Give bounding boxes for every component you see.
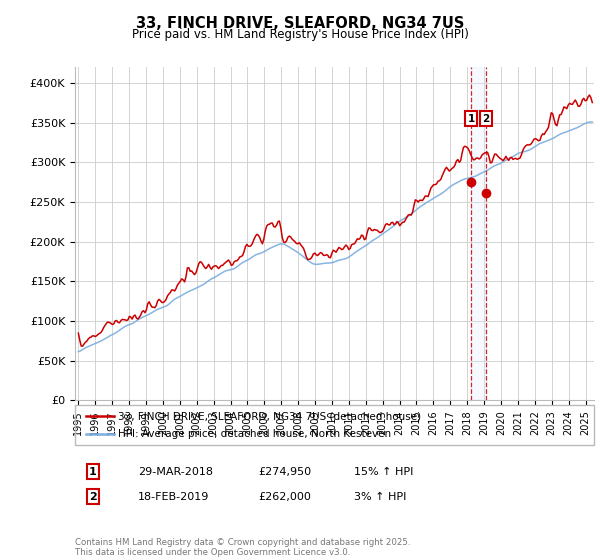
Text: £262,000: £262,000 <box>258 492 311 502</box>
Text: Contains HM Land Registry data © Crown copyright and database right 2025.
This d: Contains HM Land Registry data © Crown c… <box>75 538 410 557</box>
Bar <box>471 67 486 400</box>
Text: 2: 2 <box>482 114 490 124</box>
Text: 18-FEB-2019: 18-FEB-2019 <box>138 492 209 502</box>
Text: 15% ↑ HPI: 15% ↑ HPI <box>354 466 413 477</box>
Text: HPI: Average price, detached house, North Kesteven: HPI: Average price, detached house, Nort… <box>118 429 391 439</box>
Text: 1: 1 <box>89 466 97 477</box>
Text: Price paid vs. HM Land Registry's House Price Index (HPI): Price paid vs. HM Land Registry's House … <box>131 28 469 41</box>
Text: 33, FINCH DRIVE, SLEAFORD, NG34 7US (detached house): 33, FINCH DRIVE, SLEAFORD, NG34 7US (det… <box>118 411 421 421</box>
Text: 2: 2 <box>89 492 97 502</box>
Text: 3% ↑ HPI: 3% ↑ HPI <box>354 492 406 502</box>
Text: £274,950: £274,950 <box>258 466 311 477</box>
Text: 33, FINCH DRIVE, SLEAFORD, NG34 7US: 33, FINCH DRIVE, SLEAFORD, NG34 7US <box>136 16 464 31</box>
Text: 1: 1 <box>467 114 475 124</box>
Text: 29-MAR-2018: 29-MAR-2018 <box>138 466 213 477</box>
